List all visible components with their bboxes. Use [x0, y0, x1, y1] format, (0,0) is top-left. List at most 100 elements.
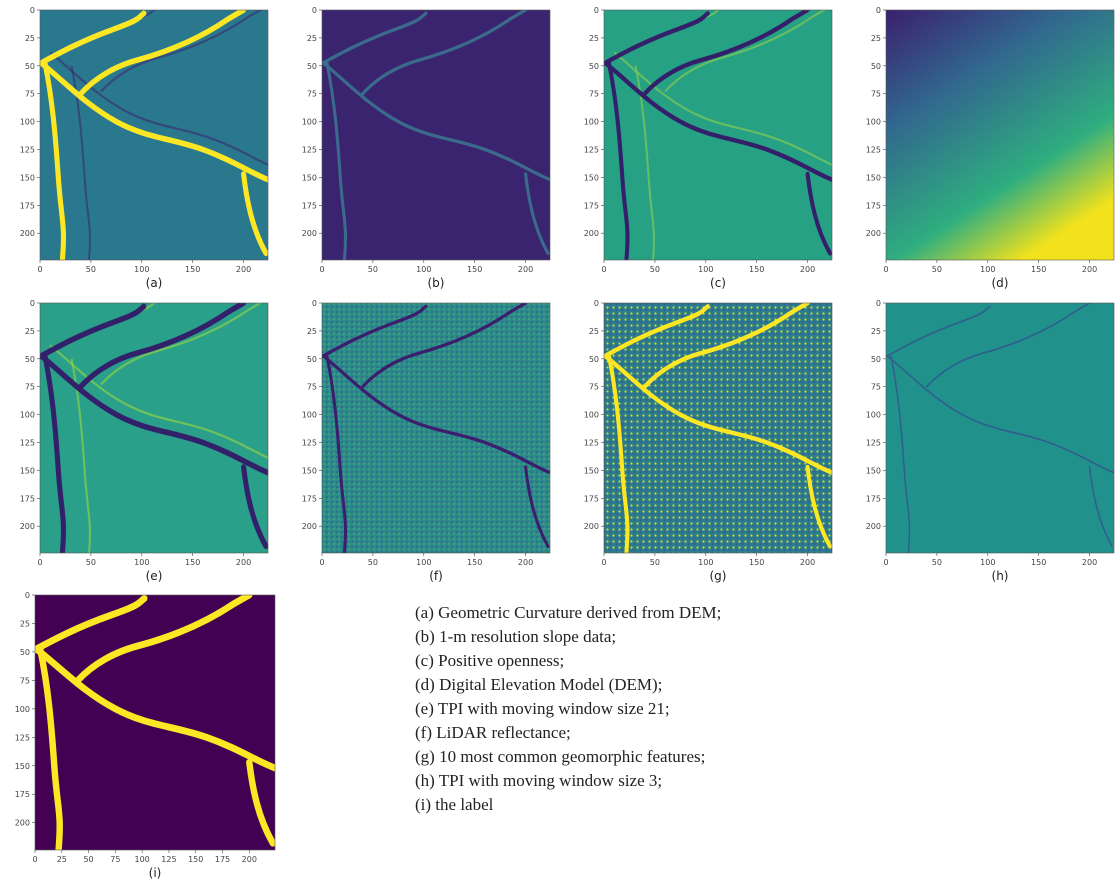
y-tick-label: 100 [584, 118, 599, 127]
y-tick-label: 175 [15, 790, 30, 799]
y-tick-label: 25 [589, 34, 599, 43]
x-tick-label: 0 [37, 558, 42, 567]
panel-image [886, 10, 1114, 260]
y-tick-label: 25 [871, 327, 881, 336]
y-tick-label: 25 [307, 327, 317, 336]
x-tick-label: 100 [416, 265, 431, 274]
caption-line: (e) TPI with moving window size 21; [415, 699, 670, 718]
x-tick-label: 0 [883, 265, 888, 274]
x-tick-label: 100 [135, 855, 150, 864]
y-tick-label: 75 [20, 676, 30, 685]
y-tick-label: 200 [866, 229, 881, 238]
y-tick-label: 50 [871, 62, 881, 71]
x-tick-label: 100 [980, 265, 995, 274]
y-tick-label: 25 [871, 34, 881, 43]
x-tick-label: 150 [1031, 265, 1046, 274]
panel: 0501001502000255075100125150175200(a) [20, 6, 299, 290]
y-tick-label: 75 [589, 383, 599, 392]
y-tick-label: 100 [584, 411, 599, 420]
x-tick-label: 50 [650, 558, 660, 567]
y-tick-label: 200 [866, 522, 881, 531]
panel-label: (f) [429, 569, 443, 583]
x-tick-label: 50 [368, 558, 378, 567]
y-tick-label: 200 [20, 522, 35, 531]
y-tick-label: 175 [20, 201, 35, 210]
x-tick-label: 200 [236, 265, 251, 274]
caption-line: (b) 1-m resolution slope data; [415, 627, 616, 646]
x-tick-label: 25 [57, 855, 67, 864]
y-tick-label: 100 [866, 411, 881, 420]
x-tick-label: 0 [601, 265, 606, 274]
x-tick-label: 200 [800, 265, 815, 274]
panel: 0501001502000255075100125150175200(d) [866, 6, 1114, 290]
y-tick-label: 50 [589, 355, 599, 364]
caption-line: (f) LiDAR reflectance; [415, 723, 571, 742]
panel: 0501001502000255075100125150175200(e) [20, 299, 299, 583]
y-tick-label: 50 [589, 62, 599, 71]
caption-line: (i) the label [415, 795, 494, 814]
y-tick-label: 200 [584, 522, 599, 531]
y-tick-label: 200 [20, 229, 35, 238]
y-tick-label: 25 [589, 327, 599, 336]
y-tick-label: 150 [20, 173, 35, 182]
x-tick-label: 50 [83, 855, 93, 864]
texture-stroke [840, 181, 862, 260]
y-tick-label: 175 [302, 201, 317, 210]
y-tick-label: 50 [307, 355, 317, 364]
panel-image [604, 7, 863, 263]
y-tick-label: 150 [584, 466, 599, 475]
y-tick-label: 175 [584, 201, 599, 210]
y-tick-label: 50 [307, 62, 317, 71]
x-tick-label: 200 [518, 558, 533, 567]
y-tick-label: 50 [25, 355, 35, 364]
image-background [886, 303, 1114, 553]
panel-label: (c) [710, 276, 726, 290]
y-tick-label: 50 [20, 648, 30, 657]
y-tick-label: 100 [15, 705, 30, 714]
x-tick-label: 150 [185, 558, 200, 567]
caption-line: (a) Geometric Curvature derived from DEM… [415, 603, 721, 622]
x-tick-label: 150 [749, 558, 764, 567]
y-tick-label: 100 [20, 411, 35, 420]
y-tick-label: 125 [302, 439, 317, 448]
y-tick-label: 25 [20, 619, 30, 628]
x-tick-label: 0 [37, 265, 42, 274]
x-tick-label: 50 [650, 265, 660, 274]
x-tick-label: 0 [319, 265, 324, 274]
y-tick-label: 25 [25, 34, 35, 43]
y-tick-label: 200 [302, 229, 317, 238]
y-tick-label: 0 [30, 299, 35, 308]
y-tick-label: 175 [584, 494, 599, 503]
texture-stroke [276, 181, 298, 260]
y-tick-label: 0 [876, 6, 881, 15]
panel: 0501001502000255075100125150175200(c) [584, 6, 863, 290]
caption-line: (d) Digital Elevation Model (DEM); [415, 675, 662, 694]
caption-line: (h) TPI with moving window size 3; [415, 771, 662, 790]
panel-label: (h) [992, 569, 1009, 583]
x-tick-label: 50 [932, 558, 942, 567]
y-tick-label: 200 [584, 229, 599, 238]
x-tick-label: 200 [236, 558, 251, 567]
panel-image [322, 10, 550, 260]
x-tick-label: 200 [518, 265, 533, 274]
panel: 0501001502000255075100125150175200(b) [302, 6, 550, 290]
y-tick-label: 75 [25, 90, 35, 99]
y-tick-label: 175 [302, 494, 317, 503]
x-tick-label: 100 [698, 265, 713, 274]
panel-image [35, 595, 275, 850]
y-tick-label: 75 [307, 383, 317, 392]
y-tick-label: 0 [876, 299, 881, 308]
panel-label: (e) [146, 569, 163, 583]
figure: 0501001502000255075100125150175200(a)050… [0, 0, 1116, 896]
y-tick-label: 0 [30, 6, 35, 15]
x-tick-label: 150 [1031, 558, 1046, 567]
x-tick-label: 200 [1082, 265, 1097, 274]
y-tick-label: 100 [20, 118, 35, 127]
y-tick-label: 150 [866, 173, 881, 182]
panel-image [40, 300, 299, 556]
y-tick-label: 125 [584, 146, 599, 155]
y-tick-label: 200 [15, 819, 30, 828]
caption-line: (c) Positive openness; [415, 651, 564, 670]
x-tick-label: 150 [467, 265, 482, 274]
x-tick-label: 150 [467, 558, 482, 567]
